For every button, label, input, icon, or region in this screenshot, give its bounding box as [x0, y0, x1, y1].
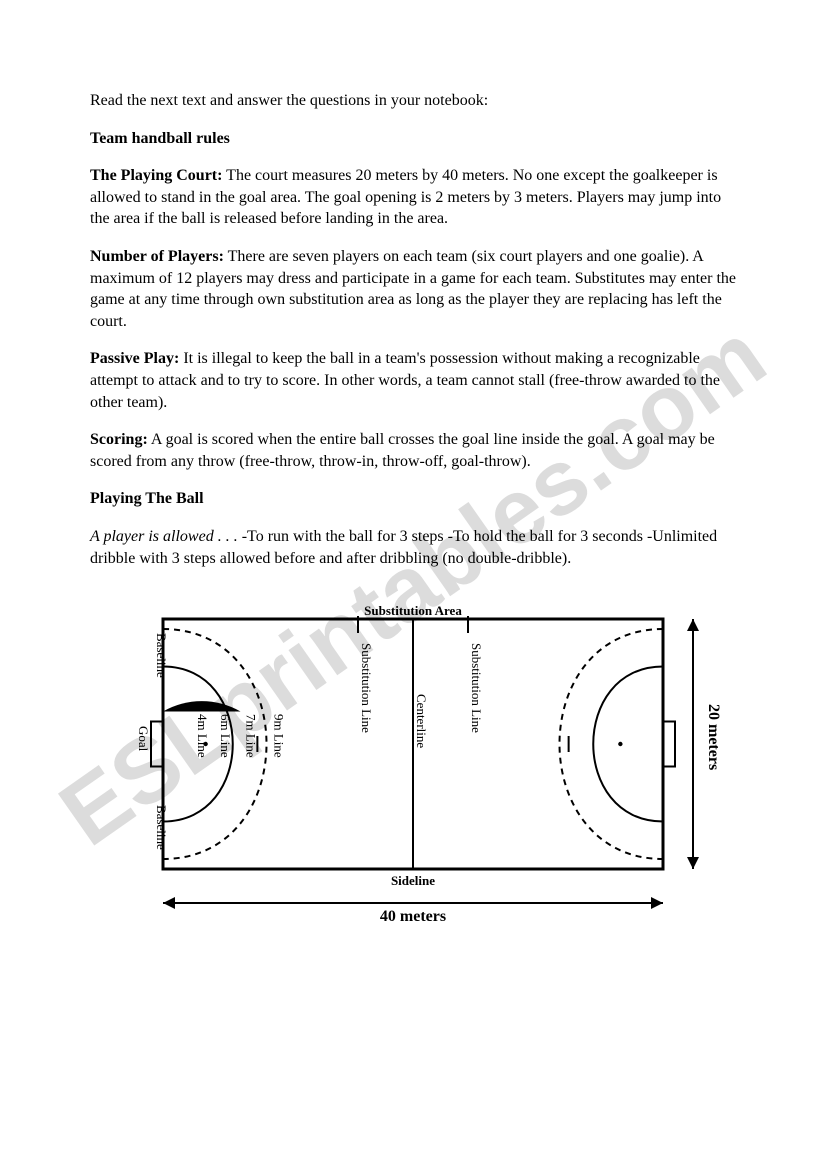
svg-text:4m Line: 4m Line: [195, 714, 210, 758]
section-playing-ball: A player is allowed . . . -To run with t…: [90, 526, 736, 569]
section-body: A goal is scored when the entire ball cr…: [90, 431, 715, 470]
document-content: Read the next text and answer the questi…: [90, 90, 736, 929]
svg-text:Substitution Area: Substitution Area: [364, 603, 462, 618]
section-body: It is illegal to keep the ball in a team…: [90, 350, 720, 410]
svg-text:9m Line: 9m Line: [271, 714, 286, 758]
court-diagram-wrap: Substitution Area Substitution Line Substi…: [90, 599, 736, 929]
svg-text:Baseline: Baseline: [154, 805, 169, 850]
doc-title: Team handball rules: [90, 128, 736, 150]
section-passive-play: Passive Play: It is illegal to keep the …: [90, 348, 736, 413]
section-playing-court: The Playing Court: The court measures 20…: [90, 165, 736, 230]
svg-text:Goal: Goal: [136, 726, 151, 752]
section-label: The Playing Court:: [90, 167, 222, 184]
section-label: Passive Play:: [90, 350, 179, 367]
svg-text:20 meters: 20 meters: [705, 704, 722, 770]
svg-text:Substitution Line: Substitution Line: [469, 643, 484, 733]
svg-text:Centerline: Centerline: [414, 694, 429, 748]
section-scoring: Scoring: A goal is scored when the entir…: [90, 429, 736, 472]
section-number-of-players: Number of Players: There are seven playe…: [90, 246, 736, 332]
intro-text: Read the next text and answer the questi…: [90, 90, 736, 112]
section-label: Number of Players:: [90, 248, 224, 265]
svg-text:Substitution Line: Substitution Line: [359, 643, 374, 733]
svg-text:6m Line: 6m Line: [218, 714, 233, 758]
svg-text:40 meters: 40 meters: [380, 908, 446, 925]
svg-text:Sideline: Sideline: [391, 873, 435, 888]
section-label: Scoring:: [90, 431, 148, 448]
svg-text:7m Line: 7m Line: [244, 714, 259, 758]
svg-text:Baseline: Baseline: [154, 633, 169, 678]
playing-ball-lead: A player is allowed . . .: [90, 528, 238, 545]
handball-court-diagram: Substitution Area Substitution Line Substi…: [103, 599, 723, 929]
section-playing-ball-header: Playing The Ball: [90, 488, 736, 510]
